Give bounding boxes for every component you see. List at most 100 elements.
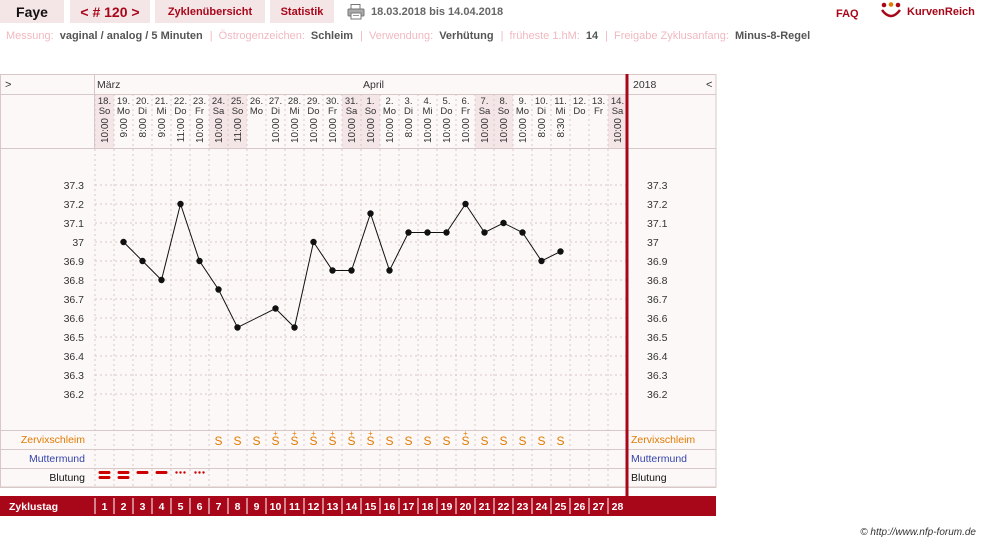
temperature-point — [291, 324, 298, 331]
bleeding-mark-light — [194, 471, 205, 474]
y-tick-right: 36.5 — [647, 332, 668, 344]
chart-nav-left[interactable]: > — [5, 79, 11, 91]
y-tick-right: 37.3 — [647, 180, 668, 192]
y-tick-left: 36.6 — [64, 313, 85, 325]
temperature-point — [310, 238, 317, 246]
cycle-day-number: 22 — [498, 501, 510, 513]
logo-text[interactable]: KurvenReich — [907, 6, 975, 18]
y-tick-left: 37 — [72, 237, 84, 249]
kurvenreich-logo-icon[interactable] — [880, 2, 902, 20]
cervix-plus-mark: + — [349, 429, 354, 438]
cycle-day-number: 13 — [327, 501, 339, 513]
cervix-mark: S — [537, 434, 545, 448]
y-tick-right: 36.2 — [647, 389, 668, 401]
cervix-mark: S — [328, 434, 336, 448]
day-time: 10:00 — [214, 118, 225, 143]
day-time: 11:00 — [176, 118, 187, 143]
day-weekday: Sa — [612, 106, 624, 117]
verwendung-label: Verwendung: — [368, 30, 434, 42]
day-time: 10:00 — [347, 118, 358, 143]
day-weekday: Sa — [479, 106, 491, 117]
cycle-day-number: 12 — [308, 501, 320, 513]
day-date: 8. — [500, 96, 508, 107]
cycle-day-number: 19 — [441, 501, 453, 513]
cycle-day-number: 5 — [178, 501, 184, 513]
cycle-navigation[interactable]: < # 120 > — [70, 0, 150, 23]
day-date: 10. — [535, 96, 548, 107]
day-weekday: Sa — [346, 106, 358, 117]
cycle-day-number: 11 — [289, 501, 300, 513]
temperature-point — [500, 219, 507, 227]
weekend-column — [361, 94, 380, 148]
day-weekday: Mo — [250, 106, 263, 117]
faq-link[interactable]: FAQ — [836, 8, 859, 20]
bleeding-mark-light — [175, 471, 186, 474]
day-date: 18. — [98, 96, 111, 107]
cycle-day-number: 7 — [216, 501, 222, 513]
cervix-row-label: Zervixschleim — [21, 434, 85, 446]
y-tick-left: 37.1 — [64, 218, 85, 230]
y-tick-right: 36.3 — [647, 370, 668, 382]
y-tick-left: 36.8 — [64, 275, 85, 287]
day-time: 10:00 — [100, 118, 111, 143]
cycle-day-number: 21 — [479, 501, 491, 513]
freigabe-label: Freigabe Zyklusanfang: — [614, 30, 729, 42]
cycle-day-number: 15 — [365, 501, 377, 513]
weekend-column — [95, 94, 114, 148]
tab-cycle-overview[interactable]: Zyklenübersicht — [155, 0, 265, 23]
month-label: April — [363, 79, 384, 91]
cycle-day-bar — [0, 496, 716, 516]
day-weekday: Do — [440, 106, 452, 117]
y-tick-right: 36.6 — [647, 313, 668, 325]
cervix-mark: S — [461, 434, 469, 448]
day-date: 3. — [405, 96, 413, 107]
printer-icon[interactable] — [347, 4, 365, 20]
cervix-mark: S — [366, 434, 374, 448]
oestrogen-value: Schleim — [310, 30, 354, 42]
day-date: 1. — [367, 96, 375, 107]
tab-statistics[interactable]: Statistik — [270, 0, 334, 23]
day-weekday: Do — [573, 106, 585, 117]
cervix-mark: S — [442, 434, 450, 448]
day-date: 24. — [212, 96, 225, 107]
day-weekday: Mi — [156, 106, 166, 117]
temperature-point — [424, 229, 431, 236]
day-date: 23. — [193, 96, 206, 107]
cycle-day-number: 3 — [140, 501, 146, 513]
day-time: 10:00 — [518, 118, 529, 143]
y-tick-right: 37 — [647, 237, 659, 249]
chart-nav-right[interactable]: < — [706, 79, 712, 91]
temperature-point — [348, 267, 355, 274]
cycle-day-number: 17 — [403, 501, 415, 513]
y-tick-right: 37.1 — [647, 218, 668, 230]
day-time: 10:00 — [499, 118, 510, 143]
temperature-point — [538, 257, 545, 265]
day-weekday: Fr — [195, 106, 204, 117]
cervix-mark: S — [385, 434, 393, 448]
cervix-mark: S — [404, 434, 412, 448]
day-time: 10:00 — [328, 118, 339, 143]
day-weekday: Mo — [117, 106, 130, 117]
y-tick-left: 37.3 — [64, 180, 85, 192]
y-tick-left: 36.7 — [64, 294, 85, 306]
y-tick-left: 36.2 — [64, 389, 85, 401]
day-time: 8:30 — [556, 118, 567, 138]
bleeding-mark-medium — [136, 471, 149, 474]
temperature-point — [234, 324, 241, 331]
day-time: 9:00 — [157, 118, 168, 138]
day-weekday: Di — [271, 106, 280, 117]
temperature-point — [177, 200, 184, 208]
day-date: 29. — [307, 96, 320, 107]
cycle-day-number: 6 — [197, 501, 203, 513]
cervix-mark: S — [556, 434, 564, 448]
day-date: 4. — [424, 96, 432, 107]
temperature-point — [557, 248, 564, 255]
bleeding-mark-heavy — [117, 471, 130, 479]
day-date: 5. — [443, 96, 451, 107]
day-time: 10:00 — [461, 118, 472, 143]
cervix-plus-mark: + — [330, 429, 335, 438]
cycle-day-number: 8 — [235, 501, 241, 513]
day-time: 10:00 — [271, 118, 282, 143]
day-weekday: Fr — [328, 106, 337, 117]
cervix-mark: S — [347, 434, 355, 448]
